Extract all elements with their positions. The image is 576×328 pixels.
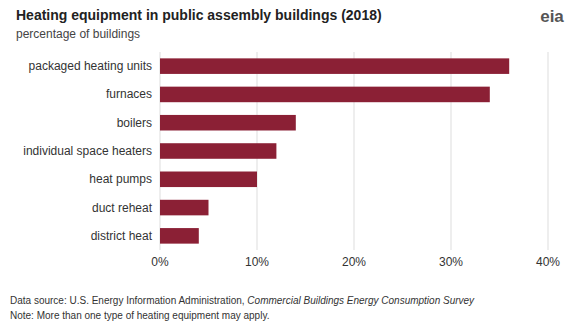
- background: [0, 0, 576, 328]
- x-tick-label: 20%: [342, 255, 366, 269]
- y-tick-label: furnaces: [106, 87, 152, 101]
- subtitle: percentage of buildings: [16, 27, 140, 41]
- grid-line: [451, 52, 452, 250]
- source-title: Commercial Buildings Energy Consumption …: [247, 295, 475, 306]
- bar: [160, 115, 296, 131]
- x-tick-label: 30%: [439, 255, 463, 269]
- chart-container: Heating equipment in public assembly bui…: [0, 0, 576, 328]
- page: {"chart_data": { "type": "bar", "orienta…: [0, 0, 576, 328]
- grid-line: [548, 52, 549, 250]
- source-text: Data source: U.S. Energy Information Adm…: [10, 295, 247, 306]
- y-tick-label: heat pumps: [89, 172, 152, 186]
- logo: eia: [540, 7, 564, 26]
- y-tick-label: duct reheat: [92, 201, 153, 215]
- x-tick-label: 40%: [536, 255, 560, 269]
- source-note: Data source: U.S. Energy Information Adm…: [10, 295, 475, 306]
- x-tick-label: 10%: [245, 255, 269, 269]
- grid: [160, 52, 548, 250]
- x-tick-labels: 0% 10% 20% 30% 40%: [151, 255, 560, 269]
- chart-svg: Heating equipment in public assembly bui…: [0, 0, 576, 328]
- y-tick-label: district heat: [91, 229, 153, 243]
- note: Note: More than one type of heating equi…: [10, 310, 269, 321]
- bar: [160, 200, 209, 216]
- grid-line: [354, 52, 355, 250]
- bar: [160, 143, 276, 159]
- bar: [160, 172, 257, 188]
- y-tick-label: packaged heating units: [29, 59, 152, 73]
- bar: [160, 228, 199, 244]
- y-tick-label: individual space heaters: [23, 144, 152, 158]
- bar: [160, 87, 490, 103]
- y-tick-label: boilers: [117, 116, 152, 130]
- x-tick-label: 0%: [151, 255, 169, 269]
- y-tick-labels: district heat duct reheat heat pumps indivi…: [23, 59, 152, 243]
- title: Heating equipment in public assembly bui…: [16, 7, 382, 23]
- bar: [160, 58, 509, 74]
- bars: [160, 58, 509, 243]
